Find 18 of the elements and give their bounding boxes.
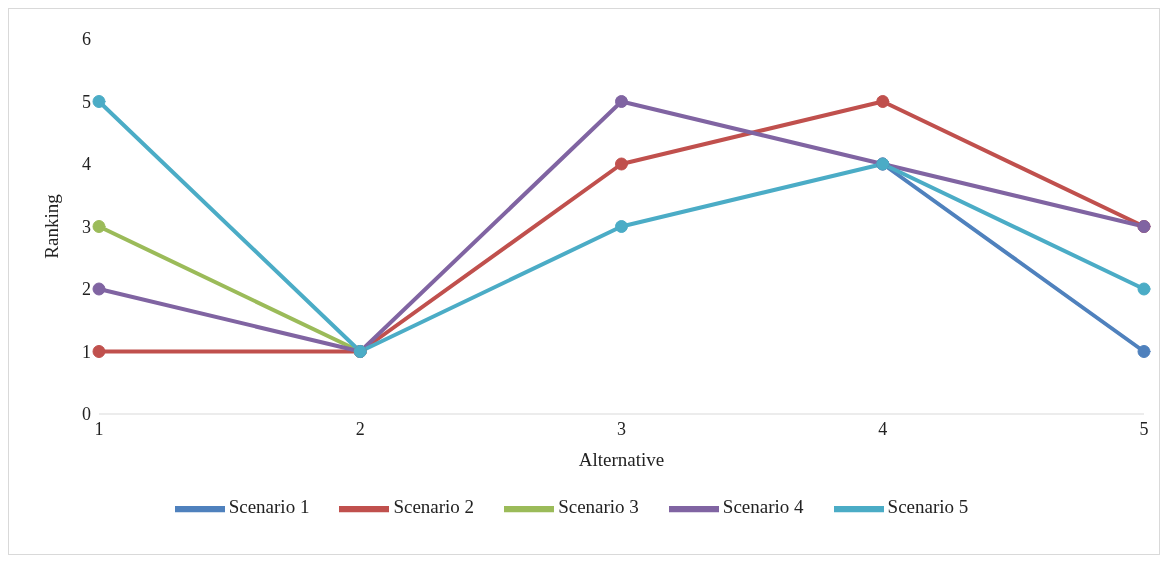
legend-label: Scenario 2 — [393, 496, 475, 518]
legend-label: Scenario 5 — [887, 496, 969, 518]
y-tick-label: 4 — [82, 154, 91, 175]
legend-label: Scenario 4 — [722, 496, 804, 518]
x-tick-label: 4 — [878, 418, 888, 439]
x-tick-label: 3 — [617, 418, 626, 439]
x-tick-label: 5 — [1139, 418, 1149, 439]
legend-label: Scenario 1 — [228, 496, 310, 518]
y-tick-label: 1 — [82, 341, 91, 362]
legend-label: Scenario 3 — [558, 496, 639, 518]
y-tick-label: 0 — [82, 404, 91, 425]
y-tick-label: 3 — [82, 216, 91, 237]
x-tick-label: 2 — [355, 418, 365, 439]
y-tick-label: 2 — [82, 279, 91, 300]
y-axis-title: Ranking — [40, 193, 62, 259]
y-tick-label: 5 — [82, 91, 91, 112]
x-axis-title: Alternative — [578, 449, 665, 470]
y-tick-label: 6 — [82, 29, 91, 50]
